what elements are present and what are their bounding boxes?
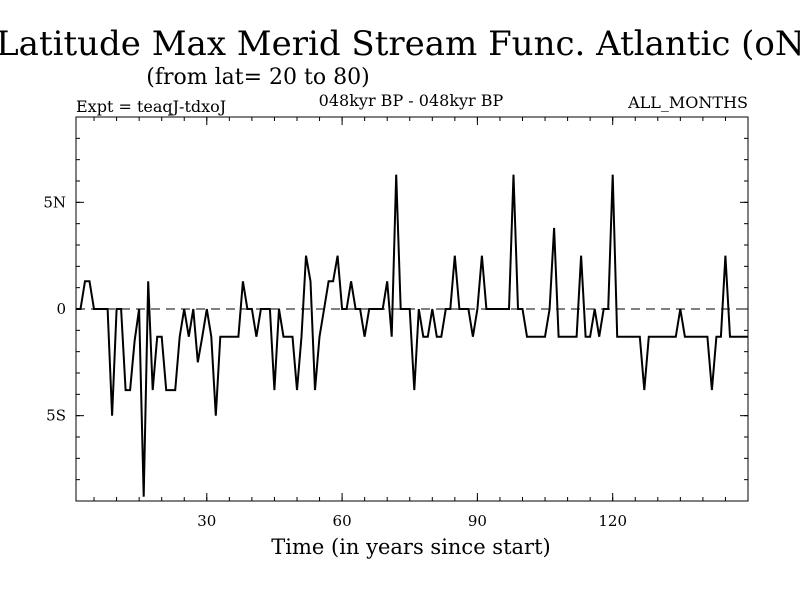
months-label: ALL_MONTHS: [627, 93, 748, 112]
expt-label: Expt = teaqJ-tdxoJ: [76, 97, 226, 116]
x-axis-label: Time (in years since start): [271, 535, 550, 559]
plot-area: 30 60 90 120 5N 0 5S: [43, 116, 749, 530]
x-tick-label: 60: [333, 512, 352, 530]
chart-subtitle: (from lat= 20 to 80): [146, 65, 369, 90]
y-tick-label: 5N: [43, 193, 66, 211]
x-tick-label: 90: [468, 512, 487, 530]
chart-title: Latitude Max Merid Stream Func. Atlantic…: [0, 24, 800, 64]
series-line: [76, 174, 748, 497]
period-label: 048kyr BP - 048kyr BP: [319, 91, 504, 110]
x-tick-label: 30: [197, 512, 216, 530]
y-tick-label: 5S: [46, 407, 66, 425]
x-tick-label: 120: [598, 512, 627, 530]
y-tick-label: 0: [56, 300, 66, 318]
